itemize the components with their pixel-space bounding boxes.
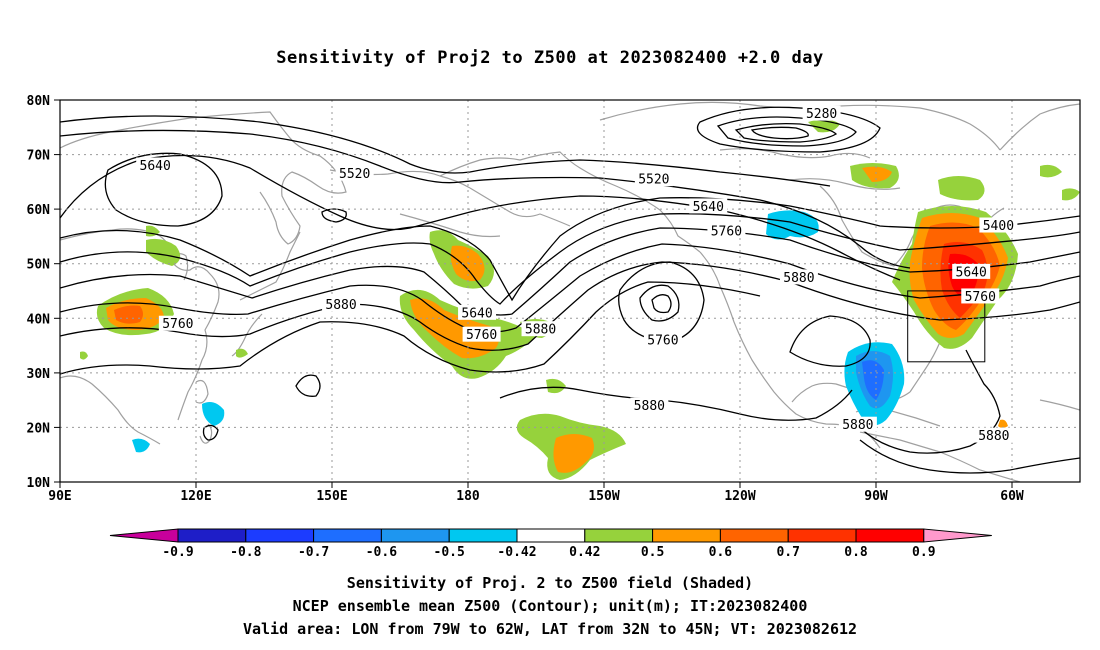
contour-label-text: 5520 — [638, 173, 669, 188]
lon-label: 120W — [724, 489, 755, 504]
contour-label: 5880 — [974, 427, 1013, 444]
contour-label-text: 5880 — [978, 429, 1009, 444]
contour-label-text: 5880 — [634, 399, 665, 414]
colorbar-label: -0.6 — [366, 545, 397, 560]
colorbar-arrow-high — [923, 528, 992, 543]
colorbar-box — [380, 528, 450, 543]
colorbar-box — [313, 528, 382, 543]
contour-label: 5760 — [643, 332, 682, 349]
colorbar-arrow-low — [109, 528, 179, 543]
contour-label-text: 5280 — [806, 107, 837, 122]
contour-label-text: 5760 — [162, 317, 193, 332]
contour-label-text: 5880 — [842, 418, 873, 433]
contour-label: 5880 — [838, 416, 877, 433]
contour-label-text: 5640 — [956, 265, 987, 280]
z500-contours — [60, 106, 1080, 474]
map-title: Sensitivity of Proj2 to Z500 at 20230824… — [276, 48, 824, 68]
colorbar-box — [177, 528, 247, 543]
map-frame — [59, 99, 1081, 483]
colorbar-label: 0.8 — [844, 545, 868, 560]
contour-label: 5760 — [158, 315, 197, 332]
contour-label: 5640 — [458, 304, 497, 321]
colorbar-label: 0.5 — [641, 545, 664, 560]
contour-labels: 5640 5520 5280 5520 5640 5760 5400 5640 5760 5880… — [136, 105, 1018, 444]
colorbar-label: -0.8 — [230, 545, 261, 560]
colorbar-box — [719, 528, 789, 543]
contour-label-text: 5520 — [339, 167, 370, 182]
colorbar-label: -0.7 — [298, 545, 329, 560]
contour-label-text: 5760 — [711, 224, 742, 239]
colorbar-label: -0.42 — [497, 545, 536, 560]
contour-label: 5520 — [634, 171, 673, 188]
lon-label: 150E — [316, 489, 347, 504]
colorbar-box — [516, 528, 586, 543]
axis-ticks — [54, 99, 1013, 488]
contour-label-text: 5880 — [325, 298, 356, 313]
valid-area-box — [907, 290, 986, 363]
contour-label: 5880 — [521, 321, 560, 338]
colorbar-box — [652, 528, 721, 543]
lon-label: 90W — [864, 489, 888, 504]
colorbar-label: 0.42 — [569, 545, 600, 560]
lat-label: 80N — [27, 94, 51, 109]
lat-label: 30N — [27, 367, 51, 382]
lat-label: 70N — [27, 149, 51, 164]
lat-label: 20N — [27, 421, 51, 436]
lat-label: 60N — [27, 203, 51, 218]
lon-label: 180 — [456, 489, 480, 504]
longitude-labels: 90E 120E 150E 180 150W 120W 90W 60W — [48, 489, 1024, 504]
colorbar-label: 0.7 — [776, 545, 799, 560]
contour-label: 5880 — [630, 397, 669, 414]
colorbar-box — [787, 528, 857, 543]
lon-label: 90E — [48, 489, 71, 504]
contour-label: 5880 — [779, 269, 818, 286]
colorbar-label: 0.6 — [709, 545, 733, 560]
contour-label: 5640 — [952, 263, 991, 280]
sensitivity-shading — [80, 119, 1080, 480]
colorbar-label: -0.5 — [434, 545, 465, 560]
contour-label: 5760 — [462, 326, 501, 343]
contour-label: 5520 — [335, 165, 374, 182]
latitude-labels: 80N 70N 60N 50N 40N 30N 20N 10N — [27, 94, 51, 491]
caption-valid-area: Valid area: LON from 79W to 62W, LAT fro… — [242, 620, 858, 638]
contour-label: 5400 — [979, 217, 1018, 234]
contour-label-text: 5760 — [647, 334, 678, 349]
contour-label-text: 5640 — [693, 200, 724, 215]
caption-shaded: Sensitivity of Proj. 2 to Z500 field (Sh… — [346, 574, 754, 592]
contour-label: 5640 — [136, 157, 175, 174]
contour-label-text: 5400 — [983, 219, 1014, 234]
lat-label: 50N — [27, 258, 51, 273]
lon-label: 150W — [588, 489, 619, 504]
contour-label-text: 5880 — [525, 323, 556, 338]
contour-label: 5760 — [707, 222, 746, 239]
contour-label-text: 5760 — [965, 290, 996, 305]
colorbar-box — [448, 528, 518, 543]
contour-label: 5760 — [961, 288, 1000, 305]
colorbar-box — [855, 528, 925, 543]
lon-label: 120E — [180, 489, 211, 504]
colorbar-label: -0.9 — [162, 545, 193, 560]
colorbar-box — [245, 528, 315, 543]
colorbar-box — [584, 528, 654, 543]
colorbar: -0.9 -0.8 -0.7 -0.6 -0.5 -0.42 0.42 0.5 0.6 0.7 0.… — [109, 528, 992, 560]
colorbar-label: 0.9 — [912, 545, 935, 560]
contour-label-text: 5640 — [461, 306, 492, 321]
contour-label: 5640 — [689, 198, 728, 215]
contour-label-text: 5640 — [140, 159, 171, 174]
contour-label: 5280 — [802, 105, 841, 122]
contour-label: 5880 — [322, 296, 361, 313]
lat-label: 10N — [27, 476, 51, 491]
contour-label-text: 5760 — [466, 328, 497, 343]
caption-contour: NCEP ensemble mean Z500 (Contour); unit(… — [292, 597, 808, 615]
contour-label-text: 5880 — [783, 271, 814, 286]
lon-label: 60W — [1000, 489, 1024, 504]
lat-label: 40N — [27, 312, 51, 327]
